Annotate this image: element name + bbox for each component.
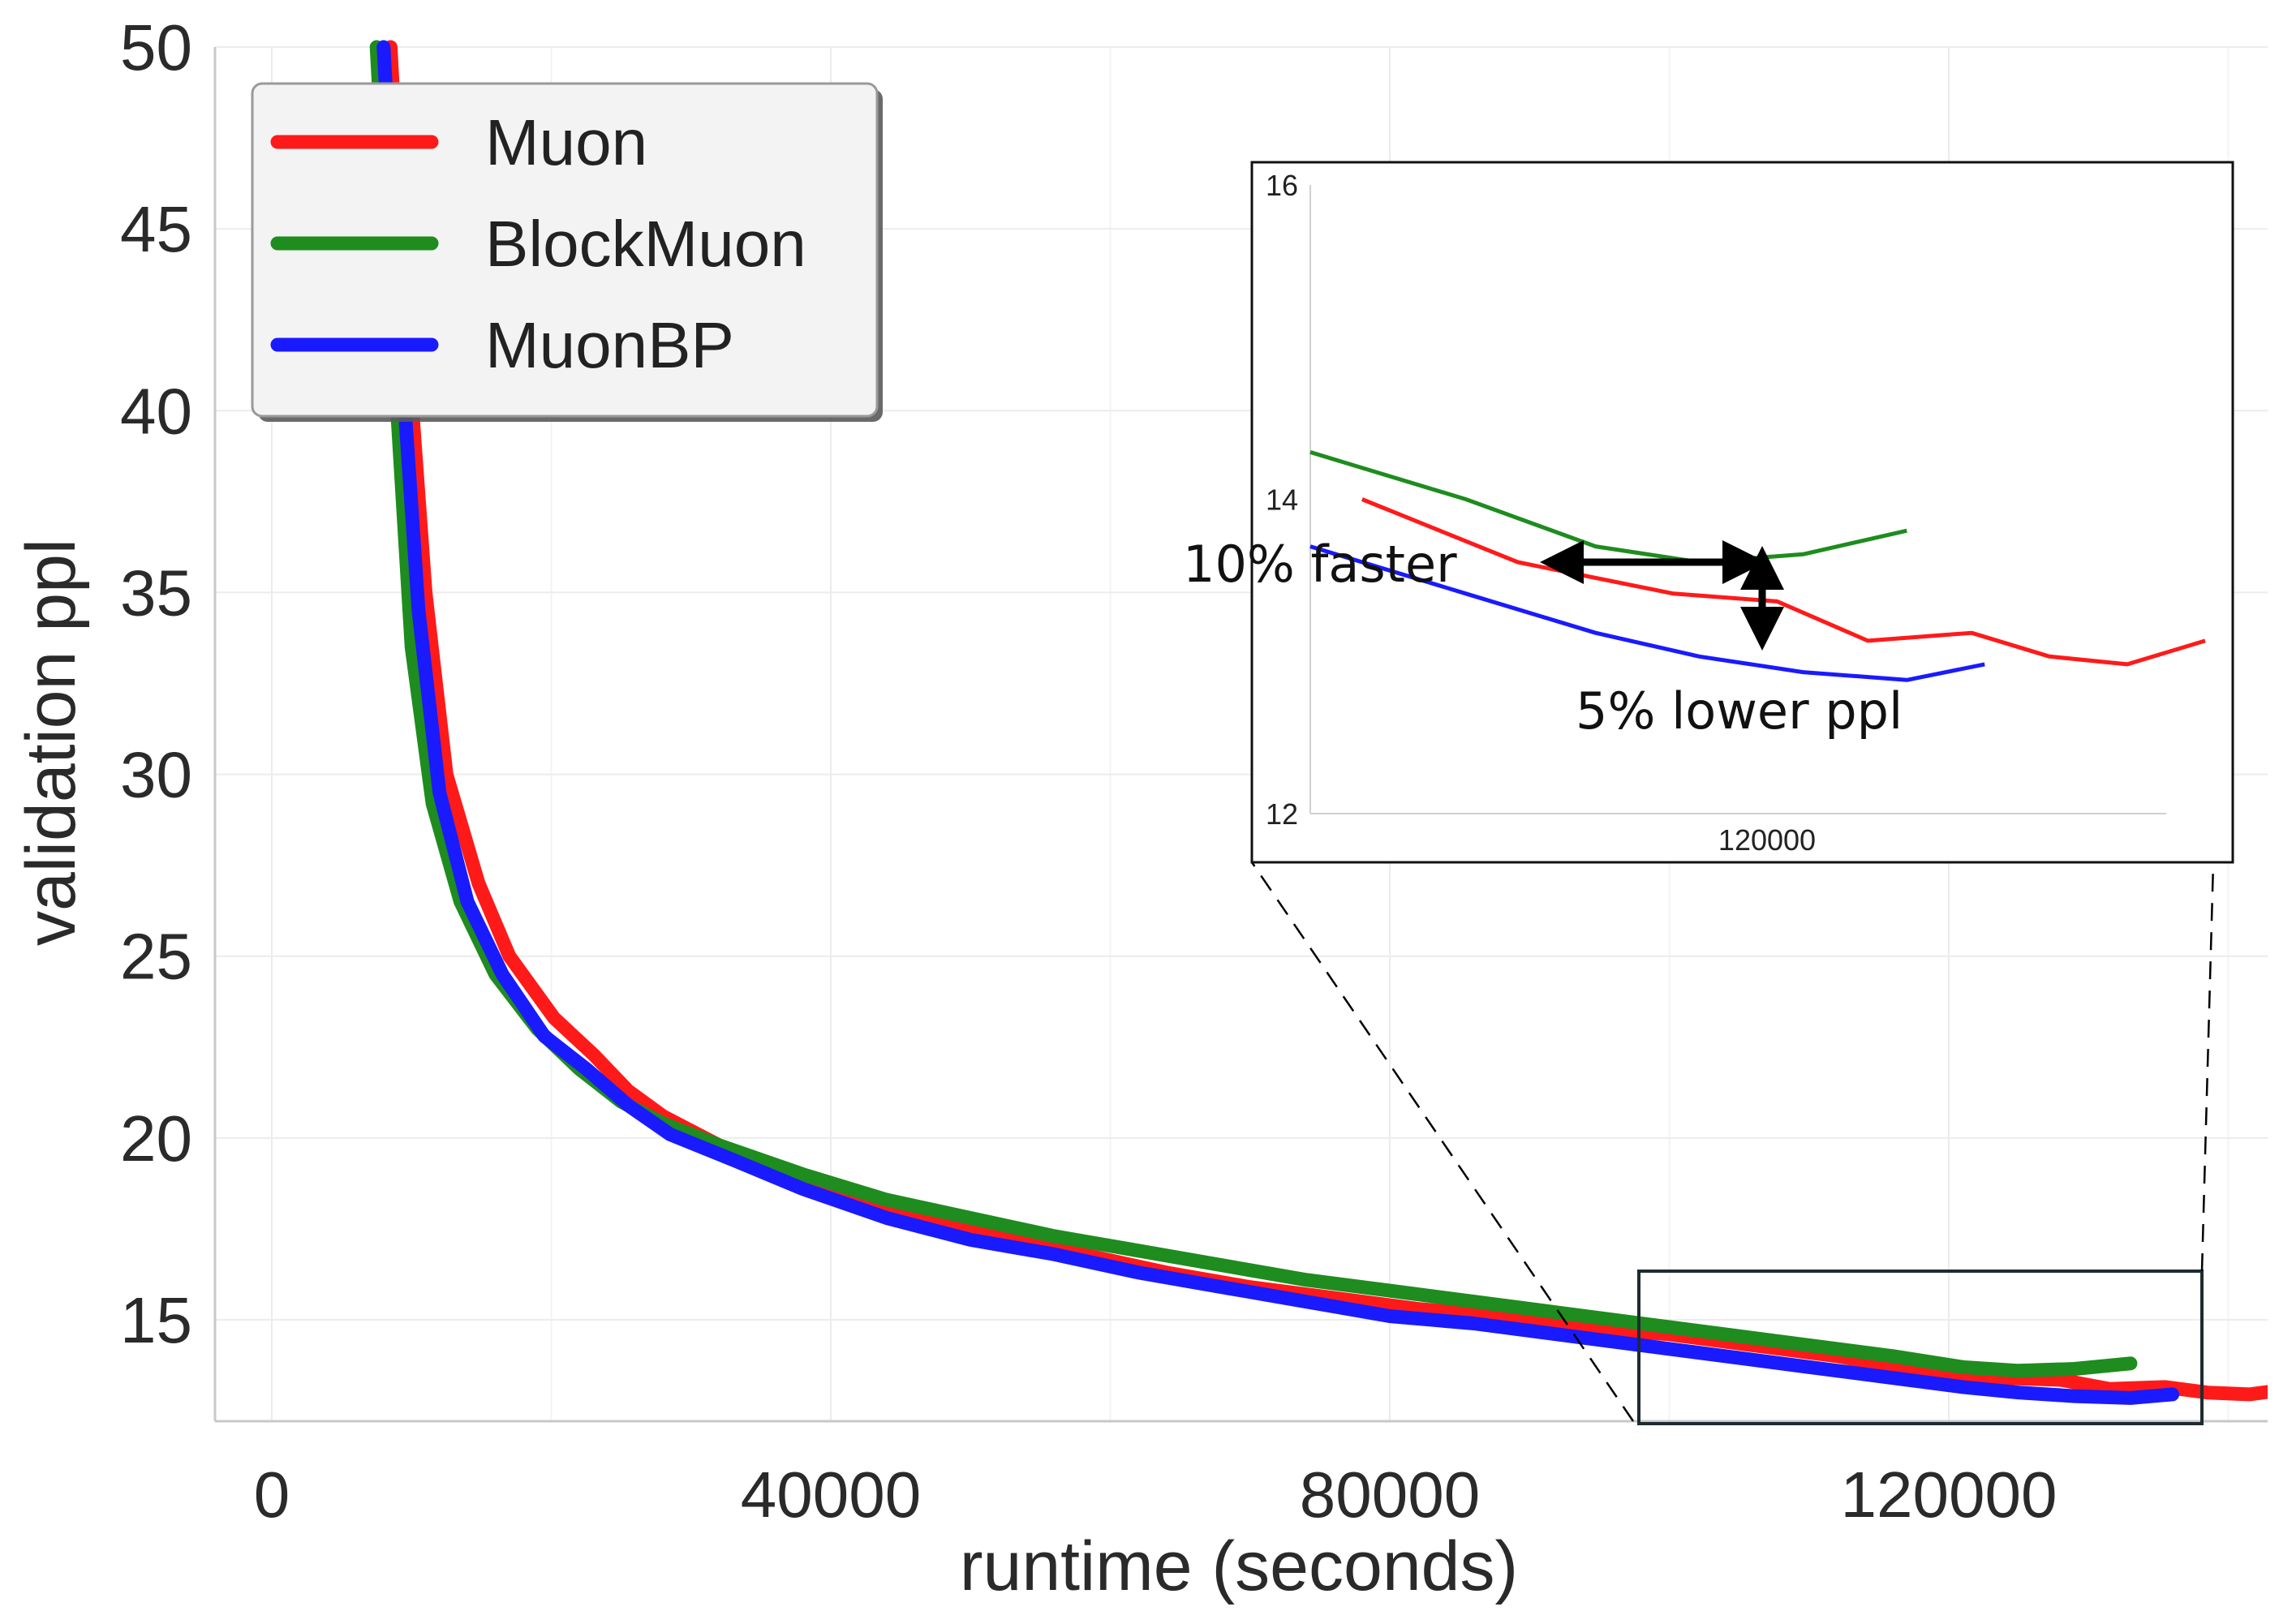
legend-label-blockmuon: BlockMuon xyxy=(485,208,806,280)
y-tick-label: 30 xyxy=(120,739,192,811)
y-tick-label: 45 xyxy=(120,193,192,265)
x-tick-label: 0 xyxy=(254,1459,290,1531)
inset-y-tick-label: 12 xyxy=(1266,797,1298,831)
inset-frame xyxy=(1250,161,2234,864)
inset-plot: 16 14 12 120000 10% faster 5% lower ppl xyxy=(1183,161,2234,864)
annotation-lower-ppl: 5% lower ppl xyxy=(1576,681,1903,741)
y-tick-label: 20 xyxy=(120,1102,192,1175)
legend-label-muon: Muon xyxy=(485,106,647,178)
legend-label-muonbp: MuonBP xyxy=(485,309,734,381)
y-tick-label: 15 xyxy=(120,1284,192,1356)
inset-y-tick-label: 16 xyxy=(1266,169,1298,202)
inset-series-muonbp xyxy=(1309,544,1985,682)
series-line-muonbp xyxy=(376,40,2180,1405)
x-axis-title: runtime (seconds) xyxy=(960,1527,1518,1605)
zoom-connector-right xyxy=(2200,161,2234,1272)
zoom-connector-left xyxy=(1250,861,1635,1422)
x-tick-label: 80000 xyxy=(1300,1459,1480,1531)
y-ticks: 15 20 25 30 35 40 45 50 xyxy=(120,11,192,1356)
zoom-region xyxy=(1250,161,2234,1425)
legend[interactable]: Muon BlockMuon MuonBP xyxy=(251,82,883,422)
inset-x-tick-label: 120000 xyxy=(1718,823,1816,857)
x-tick-label: 120000 xyxy=(1841,1459,2058,1531)
x-ticks: 0 40000 80000 120000 xyxy=(254,1459,2058,1531)
annotation-faster: 10% faster xyxy=(1183,535,1457,594)
y-tick-label: 35 xyxy=(120,556,192,629)
zoom-rectangle xyxy=(1637,1270,2204,1425)
y-tick-label: 50 xyxy=(120,11,192,84)
legend-box xyxy=(251,82,879,418)
y-axis-title: validation ppl xyxy=(12,539,90,946)
y-tick-label: 40 xyxy=(120,375,192,447)
inset-y-tick-label: 14 xyxy=(1266,483,1298,517)
y-tick-label: 25 xyxy=(120,921,192,993)
spines xyxy=(213,47,2268,1423)
series-lines xyxy=(369,40,2268,1405)
x-tick-label: 40000 xyxy=(741,1459,921,1531)
